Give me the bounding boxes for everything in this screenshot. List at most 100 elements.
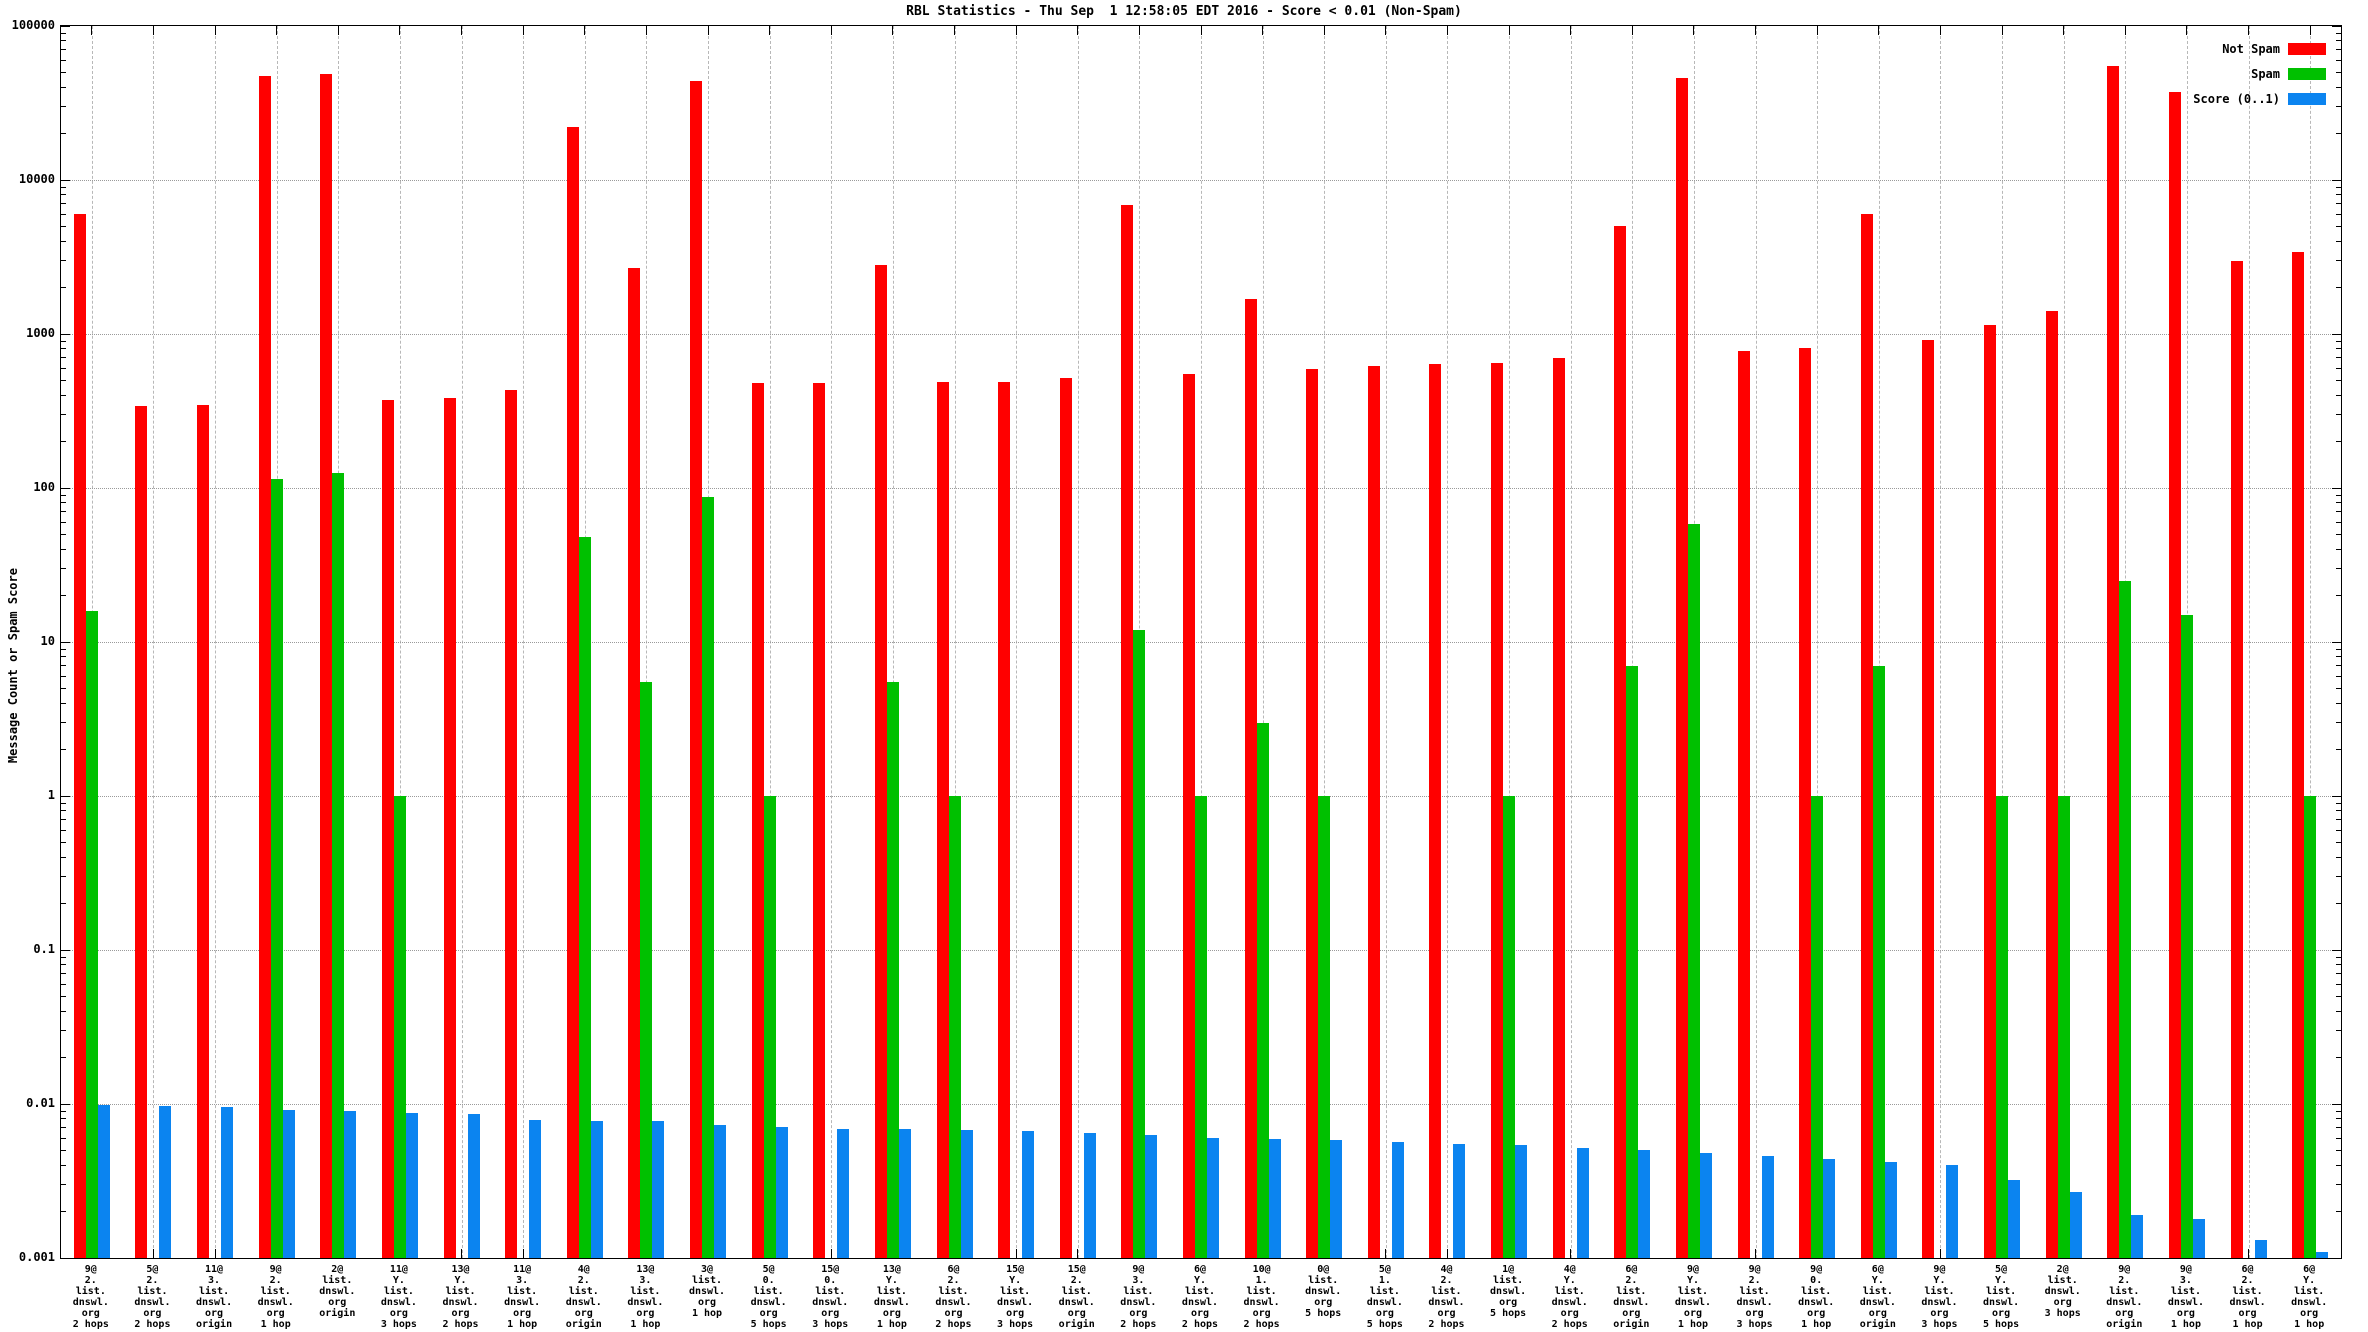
- bar-not_spam: [1552, 357, 1565, 1258]
- x-tick-top: [1939, 26, 1941, 35]
- y-minor-tick-right: [2336, 841, 2341, 843]
- x-group-label: 9@ 3. list. dnswl. org 1 hop: [2167, 1264, 2204, 1330]
- y-minor-tick-left: [61, 194, 66, 196]
- y-major-tick-left: [61, 1257, 70, 1259]
- x-tick-top: [152, 26, 154, 35]
- bar-not_spam: [1799, 348, 1812, 1258]
- y-tick-label: 1: [47, 788, 55, 802]
- y-minor-tick-left: [61, 394, 66, 396]
- bar-score: [1453, 1143, 1466, 1258]
- y-minor-tick-right: [2336, 367, 2341, 369]
- bar-score: [1576, 1147, 1589, 1258]
- y-minor-tick-left: [61, 379, 66, 381]
- y-minor-tick-left: [61, 340, 66, 342]
- bar-not_spam: [874, 265, 887, 1258]
- bar-score: [344, 1111, 357, 1258]
- y-minor-tick-left: [61, 511, 66, 513]
- y-minor-tick-right: [2336, 213, 2341, 215]
- x-tick-top: [1138, 26, 1140, 35]
- y-minor-tick-left: [61, 702, 66, 704]
- y-minor-tick-right: [2336, 810, 2341, 812]
- x-tick-top: [1200, 26, 1202, 35]
- horizontal-gridline: [61, 642, 2341, 643]
- x-tick-top: [1385, 26, 1387, 35]
- x-tick-bottom: [830, 1249, 832, 1258]
- x-tick-top: [1570, 26, 1572, 35]
- x-group-label: 1@ list. dnswl. org 5 hops: [1490, 1264, 1527, 1319]
- y-minor-tick-left: [61, 687, 66, 689]
- chart-title: RBL Statistics - Thu Sep 1 12:58:05 EDT …: [906, 4, 1462, 19]
- y-major-tick-right: [2332, 333, 2341, 335]
- bar-not_spam: [197, 405, 210, 1258]
- bar-score: [1761, 1155, 1774, 1258]
- y-minor-tick-left: [61, 357, 66, 359]
- bar-spam: [1687, 524, 1700, 1258]
- y-minor-tick-right: [2336, 995, 2341, 997]
- legend-color-swatch: [2288, 43, 2326, 55]
- y-tick-label: 0.01: [26, 1096, 55, 1110]
- y-minor-tick-right: [2336, 225, 2341, 227]
- x-group-label: 4@ Y. list. dnswl. org 2 hops: [1551, 1264, 1588, 1330]
- y-minor-tick-left: [61, 59, 66, 61]
- x-tick-top: [892, 26, 894, 35]
- bar-spam: [2304, 796, 2317, 1258]
- bar-spam: [886, 681, 899, 1258]
- x-group-label: 11@ 3. list. dnswl. org origin: [195, 1264, 233, 1330]
- bar-score: [1515, 1145, 1528, 1258]
- y-major-tick-left: [61, 949, 70, 951]
- bar-not_spam: [258, 76, 271, 1258]
- y-minor-tick-left: [61, 186, 66, 188]
- horizontal-gridline: [61, 334, 2341, 335]
- y-tick-label: 0.001: [18, 1250, 55, 1264]
- y-major-tick-left: [61, 179, 70, 181]
- y-minor-tick-left: [61, 675, 66, 677]
- x-group-label: 5@ 0. list. dnswl. org 5 hops: [750, 1264, 787, 1330]
- bar-spam: [2180, 614, 2193, 1258]
- bar-score: [1823, 1158, 1836, 1258]
- y-minor-tick-right: [2336, 441, 2341, 443]
- bar-score: [221, 1106, 234, 1258]
- y-minor-tick-right: [2336, 357, 2341, 359]
- x-tick-top: [1755, 26, 1757, 35]
- y-minor-tick-left: [61, 819, 66, 821]
- bar-score: [1638, 1150, 1651, 1258]
- bar-not_spam: [381, 400, 394, 1258]
- y-tick-label: 100: [33, 480, 55, 494]
- legend-item: Not Spam: [2222, 41, 2326, 57]
- bar-score: [97, 1105, 110, 1258]
- y-minor-tick-right: [2336, 511, 2341, 513]
- bar-not_spam: [1675, 77, 1688, 1258]
- bar-not_spam: [1614, 226, 1627, 1258]
- y-minor-tick-right: [2336, 1110, 2341, 1112]
- y-minor-tick-right: [2336, 1010, 2341, 1012]
- y-minor-tick-left: [61, 1127, 66, 1129]
- bar-not_spam: [566, 127, 579, 1258]
- y-minor-tick-left: [61, 1030, 66, 1032]
- x-group-label: 11@ 3. list. dnswl. org 1 hop: [504, 1264, 541, 1330]
- y-minor-tick-right: [2336, 802, 2341, 804]
- y-minor-tick-left: [61, 665, 66, 667]
- x-group-label: 9@ 2. list. dnswl. org 3 hops: [1736, 1264, 1773, 1330]
- y-minor-tick-left: [61, 225, 66, 227]
- y-minor-tick-right: [2336, 903, 2341, 905]
- x-tick-top: [2309, 26, 2311, 35]
- y-minor-tick-right: [2336, 240, 2341, 242]
- y-major-tick-left: [61, 333, 70, 335]
- y-minor-tick-left: [61, 32, 66, 34]
- y-minor-tick-left: [61, 1137, 66, 1139]
- bar-not_spam: [1244, 298, 1257, 1258]
- bar-not_spam: [628, 267, 641, 1258]
- bar-spam: [1133, 629, 1146, 1258]
- bar-spam: [763, 796, 776, 1258]
- bar-not_spam: [1121, 204, 1134, 1258]
- y-minor-tick-left: [61, 964, 66, 966]
- y-minor-tick-right: [2336, 595, 2341, 597]
- x-group-label: 15@ Y. list. dnswl. org 3 hops: [997, 1264, 1034, 1330]
- y-minor-tick-left: [61, 903, 66, 905]
- bar-spam: [270, 478, 283, 1258]
- bar-score: [1022, 1130, 1035, 1258]
- x-tick-top: [214, 26, 216, 35]
- x-group-label: 9@ 2. list. dnswl. org 2 hops: [72, 1264, 109, 1330]
- bar-not_spam: [1429, 363, 1442, 1258]
- y-minor-tick-right: [2336, 106, 2341, 108]
